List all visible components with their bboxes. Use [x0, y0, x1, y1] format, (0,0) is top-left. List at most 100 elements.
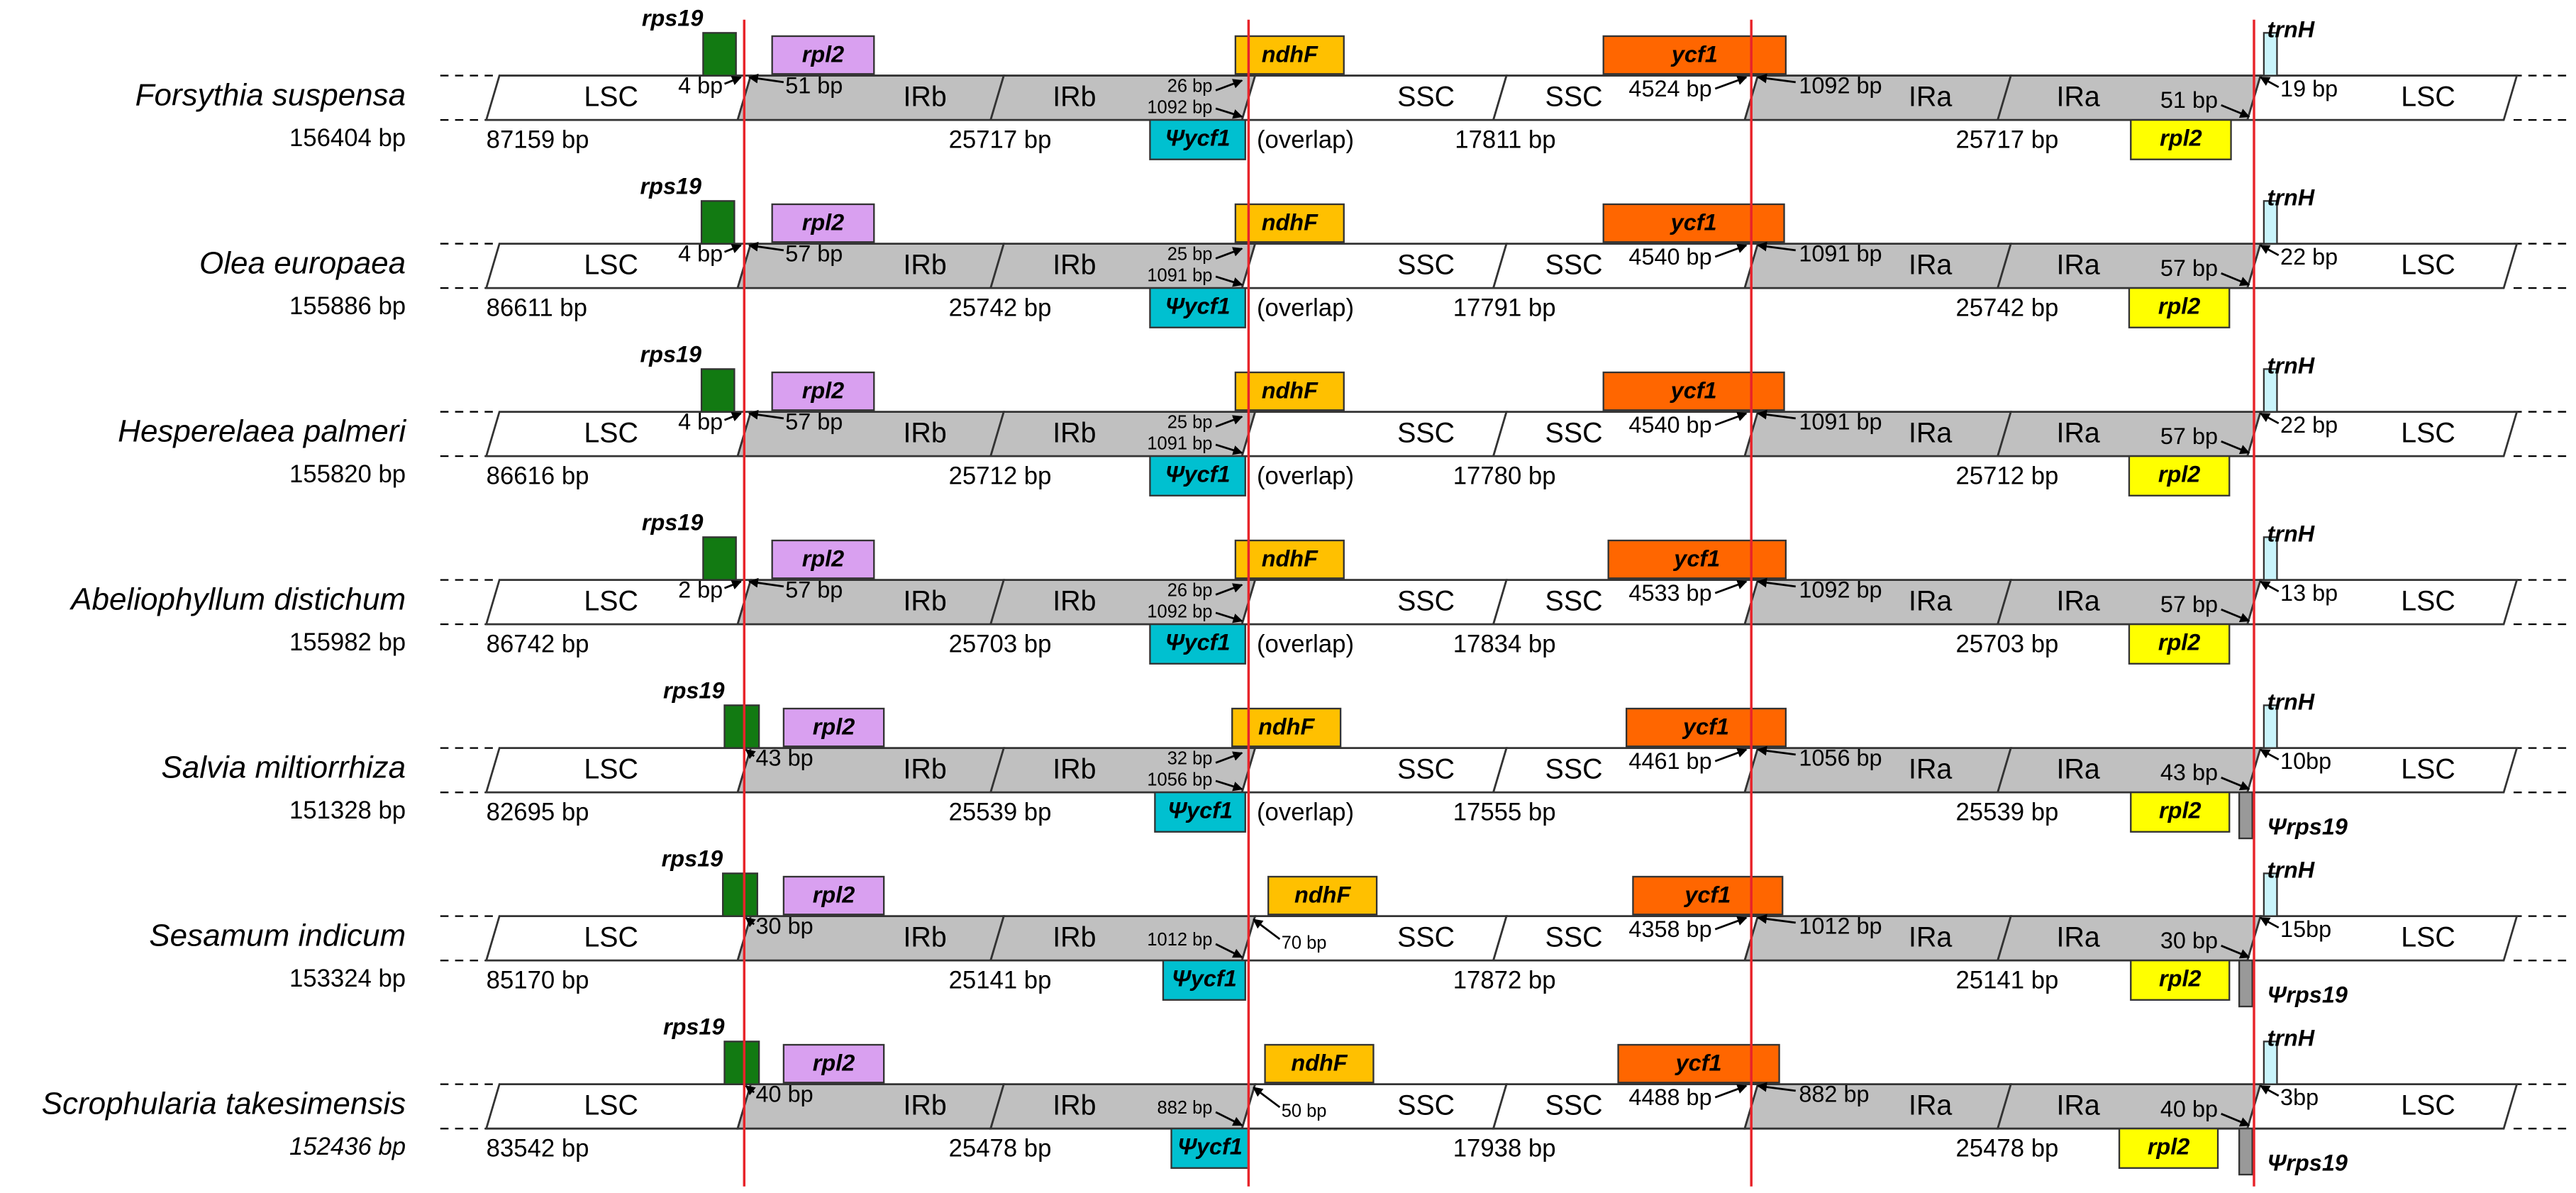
species-name: Salvia miltiorrhiza	[161, 750, 406, 784]
trnh-gene	[2263, 200, 2278, 245]
arrow	[1757, 1082, 1796, 1092]
ycf1-left-distance: 4461 bp	[1628, 748, 1711, 774]
arrow	[1215, 583, 1243, 596]
trnh-label: trnH	[2267, 17, 2315, 43]
trnh-distance: 15bp	[2280, 916, 2331, 942]
trnh-distance: 3bp	[2280, 1084, 2319, 1110]
ndhf-label: ndhF	[1262, 209, 1318, 235]
rpl2-ira-distance: 57 bp	[2160, 592, 2218, 617]
region-segment	[1240, 579, 1508, 626]
arrow	[1215, 611, 1243, 623]
arrow	[2221, 440, 2250, 455]
psi-ycf1-distance: 882 bp	[1157, 1098, 1213, 1118]
ira-length: 25478 bp	[1955, 1135, 2058, 1162]
rpl2-gene	[782, 875, 885, 916]
region-label: LSC	[584, 753, 638, 784]
ndhf-distance: 26 bp	[1167, 581, 1213, 601]
arrow	[2260, 412, 2280, 425]
rps19-label: rps19	[640, 341, 702, 367]
region-label: IRa	[2057, 417, 2100, 448]
psi-ycf1-distance: 1092 bp	[1147, 98, 1212, 118]
arrow	[723, 412, 742, 422]
arrow	[2260, 916, 2280, 929]
region-label: IRb	[903, 585, 946, 616]
rpl2-ira-label: rpl2	[2159, 966, 2201, 992]
irb-length: 25478 bp	[949, 1135, 1052, 1162]
lsc-length: 85170 bp	[487, 967, 589, 994]
ycf1-left-distance: 4533 bp	[1628, 580, 1711, 606]
region-label: IRb	[1053, 1089, 1096, 1121]
rpl2-ira-gene	[2130, 118, 2232, 160]
arrow	[1253, 1087, 1281, 1109]
rps19-label: rps19	[640, 173, 702, 199]
region-segment	[1996, 74, 2263, 121]
region-segment	[989, 915, 1257, 962]
arrow	[2260, 76, 2280, 89]
arrow	[723, 244, 742, 253]
ycf1-label: ycf1	[1670, 41, 1718, 67]
arrow	[1215, 1111, 1243, 1126]
ira-length: 25717 bp	[1955, 126, 2058, 153]
ycf1-label: ycf1	[1670, 377, 1717, 403]
region-segment	[1492, 747, 1760, 794]
trnh-gene	[2263, 536, 2278, 581]
arrow	[745, 916, 756, 928]
lsc-length: 86611 bp	[487, 294, 587, 321]
region-segment	[1240, 747, 1508, 794]
rpl2-ira-distance: 57 bp	[2160, 423, 2218, 449]
region-label: SSC	[1397, 81, 1455, 112]
arrow	[2260, 748, 2280, 761]
ira-length: 25539 bp	[1955, 799, 2058, 826]
rpl2-gene	[771, 539, 875, 579]
region-segment	[1492, 74, 1760, 121]
region-segment	[1492, 411, 1760, 457]
psi-ycf1-distance: 1056 bp	[1147, 770, 1212, 790]
species-name: Sesamum indicum	[149, 918, 406, 953]
ycf1-left-distance: 4540 bp	[1628, 244, 1711, 270]
psi-rps19-label: Ψrps19	[2267, 1150, 2348, 1176]
rpl2-ira-distance: 51 bp	[2160, 87, 2218, 113]
rpl2-ira-distance: 30 bp	[2160, 928, 2218, 953]
region-label: LSC	[584, 585, 638, 616]
trnh-gene	[2263, 368, 2278, 413]
psi-ycf1-label: Ψycf1	[1167, 798, 1233, 823]
ycf1-right-distance: 1091 bp	[1799, 240, 1882, 266]
psi-ycf1-gene	[1149, 455, 1246, 496]
arrow	[748, 409, 784, 420]
genome-size: 151328 bp	[289, 797, 406, 824]
psi-ycf1-gene	[1149, 118, 1246, 160]
region-label: SSC	[1545, 1089, 1603, 1121]
region-segment	[1492, 243, 1760, 289]
lsc-length: 82695 bp	[487, 799, 589, 826]
region-label: IRb	[1053, 753, 1096, 784]
region-segment	[2245, 915, 2519, 962]
arrow	[1757, 409, 1796, 420]
rpl2-distance: 57 bp	[785, 240, 843, 266]
rps19-label: rps19	[642, 5, 704, 30]
ycf1-left-distance: 4488 bp	[1628, 1084, 1711, 1110]
ndhf-gene	[1234, 371, 1345, 411]
trnh-label: trnH	[2267, 353, 2315, 379]
region-segment	[1240, 243, 1508, 289]
ycf1-gene	[1602, 371, 1785, 411]
ndhf-distance: 70 bp	[1282, 933, 1327, 953]
rpl2-ira-distance: 40 bp	[2160, 1096, 2218, 1121]
psi-ycf1-gene	[1162, 960, 1246, 1001]
arrow	[1714, 579, 1748, 594]
irb-length: 25717 bp	[949, 126, 1052, 153]
rps19-label: rps19	[642, 509, 704, 535]
psi-rps19-gene	[2238, 792, 2253, 840]
psi-ycf1-label: Ψycf1	[1172, 966, 1237, 992]
psi-rps19-label: Ψrps19	[2267, 814, 2348, 840]
ycf1-gene	[1626, 707, 1787, 748]
region-segment	[989, 747, 1257, 794]
arrow	[2260, 244, 2280, 257]
region-label: LSC	[2401, 81, 2455, 112]
region-label: IRa	[1909, 249, 1952, 280]
region-label: IRb	[1053, 417, 1096, 448]
trnh-label: trnH	[2267, 185, 2315, 211]
psi-ycf1-gene	[1154, 792, 1246, 833]
genome-size: 155820 bp	[289, 461, 406, 488]
region-label: LSC	[584, 921, 638, 953]
region-segment	[1996, 915, 2263, 962]
